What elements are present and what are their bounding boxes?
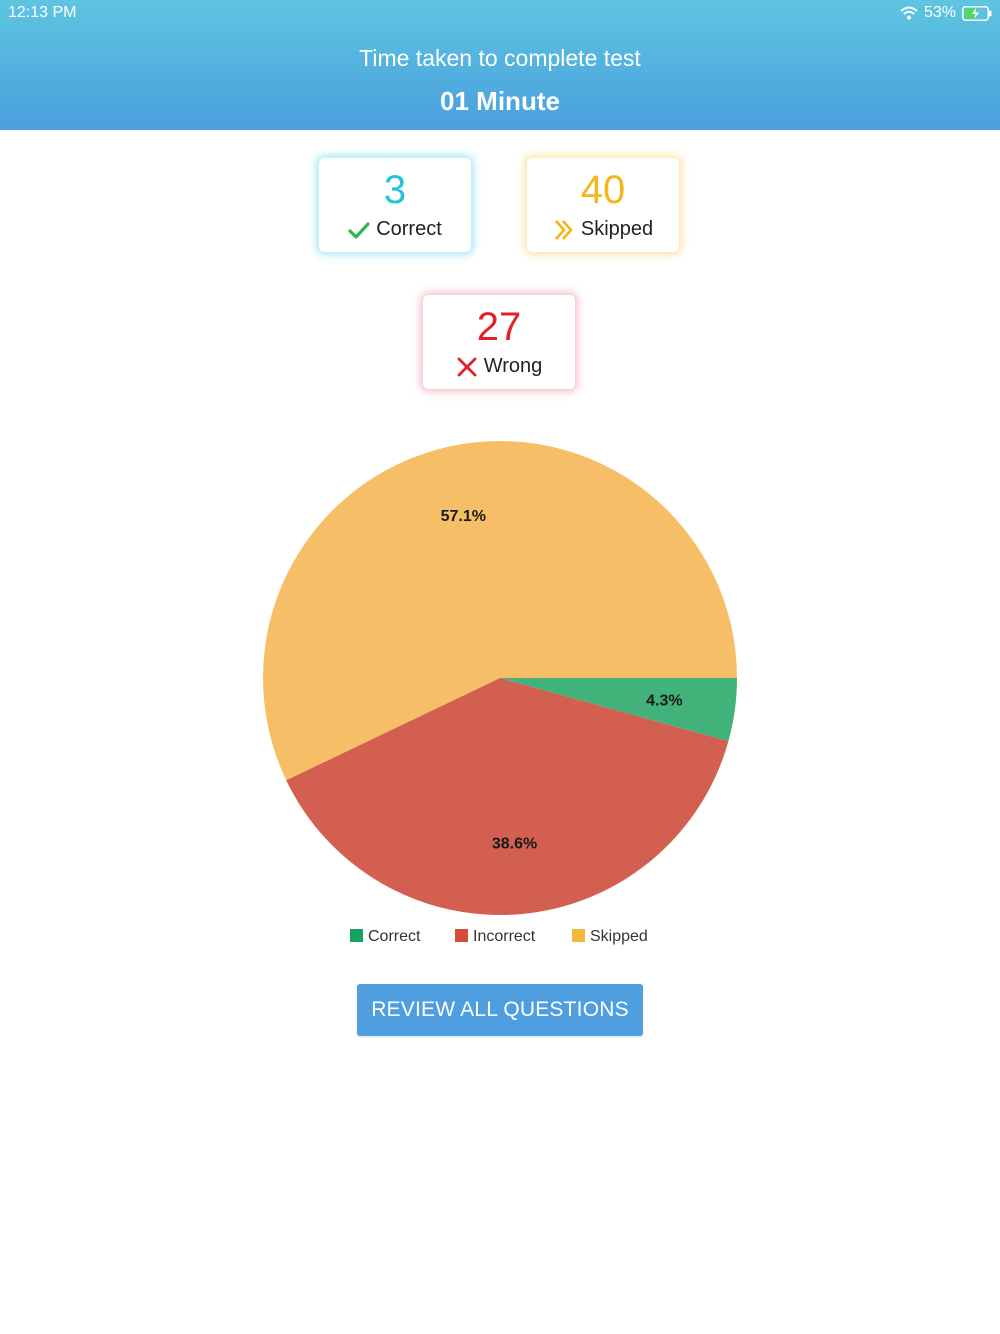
review-all-questions-button[interactable]: REVIEW ALL QUESTIONS: [357, 984, 643, 1036]
correct-label: Correct: [376, 218, 442, 240]
cross-icon: [456, 356, 478, 378]
wifi-icon: [900, 6, 918, 20]
legend-swatch-skipped: [572, 929, 585, 942]
time-taken-value: 01 Minute: [440, 86, 560, 116]
legend-label-incorrect: Incorrect: [473, 928, 536, 945]
time-taken-heading: Time taken to complete test: [359, 45, 641, 71]
pie-slice-incorrect: [286, 678, 729, 915]
pie-label-skipped: 57.1%: [441, 508, 486, 525]
pie-label-correct: 4.3%: [646, 692, 682, 709]
results-pie-chart: 4.3% 38.6% 57.1% Correct Incorrect Skipped: [263, 441, 737, 945]
wrong-count: 27: [476, 305, 522, 349]
legend-swatch-incorrect: [455, 929, 468, 942]
wrong-label: Wrong: [483, 355, 543, 377]
correct-count: 3: [383, 168, 407, 212]
results-header: 12:13 PM 53% Time taken to complete tes: [0, 0, 1000, 130]
wrong-label-row: Wrong: [423, 355, 575, 378]
pie-slice-correct: [500, 678, 737, 742]
legend-label-skipped: Skipped: [590, 928, 648, 945]
pie-slice-skipped: [263, 441, 737, 781]
correct-count-card: 3 Correct: [318, 157, 472, 253]
battery-charging-icon: [962, 5, 992, 21]
skipped-label-row: Skipped: [527, 218, 679, 241]
status-bar-indicators: 53%: [900, 4, 992, 22]
wrong-count-card: 27 Wrong: [422, 294, 576, 390]
checkmark-icon: [348, 219, 370, 241]
battery-percentage: 53%: [923, 4, 956, 21]
pie-label-incorrect: 38.6%: [492, 835, 537, 852]
double-chevron-right-icon: [553, 219, 575, 241]
skipped-count-card: 40 Skipped: [526, 157, 680, 253]
legend-swatch-correct: [350, 929, 363, 942]
status-bar-time: 12:13 PM: [8, 4, 77, 21]
correct-label-row: Correct: [319, 218, 471, 241]
skipped-label: Skipped: [580, 218, 654, 240]
skipped-count: 40: [580, 168, 626, 212]
legend-label-correct: Correct: [368, 928, 421, 945]
